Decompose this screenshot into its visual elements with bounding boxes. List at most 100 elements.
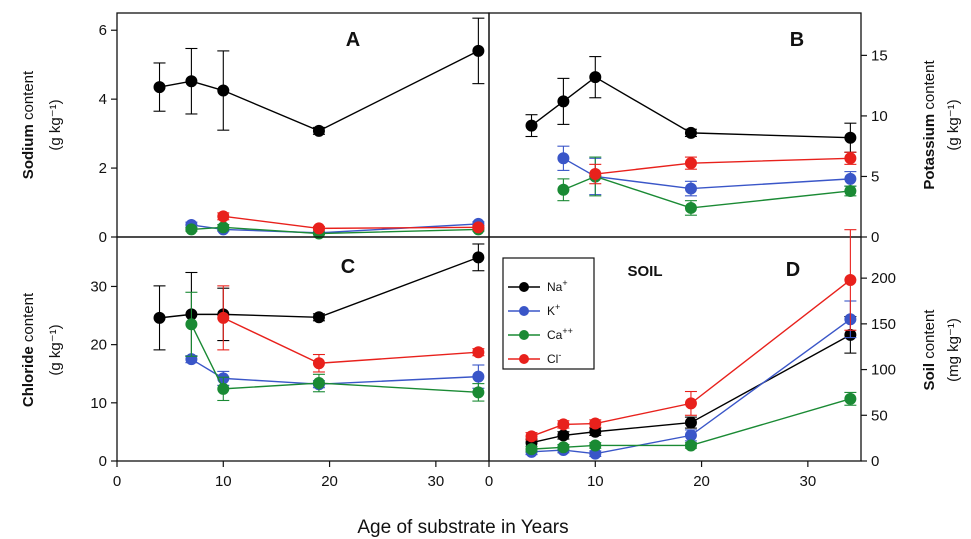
panel-c-point-ca-0 bbox=[185, 318, 198, 331]
xtick-label-right-1: 10 bbox=[587, 473, 604, 490]
panel-c-point-cl-1 bbox=[312, 357, 325, 370]
panel-d-ytick-label-0: 0 bbox=[871, 453, 879, 470]
panel-a-point-ca-0 bbox=[185, 223, 198, 236]
panel-b-yunit: (g kg⁻¹) bbox=[945, 99, 962, 150]
panel-d-ylabel: Soil content bbox=[921, 309, 938, 391]
xtick-label-left-3: 30 bbox=[428, 473, 445, 490]
panel-a-ytick-label-3: 6 bbox=[99, 22, 107, 39]
panel-b-ylabel: Potassium content bbox=[921, 60, 938, 190]
panel-d-ytick-label-1: 50 bbox=[871, 407, 888, 424]
panel-b: B Potassium content (g kg⁻¹) 0 5 10 15 bbox=[488, 12, 962, 246]
panel-b-point-ca-2 bbox=[684, 201, 697, 214]
panel-b-yticks: 0 5 10 15 bbox=[861, 47, 888, 246]
panel-b-line-k bbox=[563, 157, 851, 190]
panel-a-frame bbox=[116, 12, 490, 238]
panel-b-point-ca-3 bbox=[844, 184, 857, 197]
panel-a-ytick-label-0: 0 bbox=[99, 229, 107, 246]
panel-b-point-cl-2 bbox=[844, 152, 857, 165]
xtick-label-right-2: 20 bbox=[693, 473, 710, 490]
xtick-label-right-3: 30 bbox=[800, 473, 817, 490]
panel-b-ytick-label-2: 10 bbox=[871, 108, 888, 125]
panel-d-ytick-label-2: 100 bbox=[871, 362, 896, 379]
legend-marker-na bbox=[519, 282, 529, 292]
panel-a-ylabel: Sodium content bbox=[20, 70, 37, 179]
panel-c-ytick-label-2: 20 bbox=[90, 337, 107, 354]
panel-a-yticks: 0 2 4 6 bbox=[99, 22, 117, 246]
panel-c-yunit: (g kg⁻¹) bbox=[47, 324, 64, 375]
panel-b-label: B bbox=[790, 29, 804, 51]
panel-a-ytick-label-2: 4 bbox=[99, 91, 107, 108]
panel-b-point-k-3 bbox=[844, 172, 857, 185]
panel-d-label: D bbox=[786, 259, 800, 281]
panel-a-point-na-4 bbox=[472, 44, 485, 57]
panel-d-point-na-3 bbox=[684, 416, 697, 429]
panel-d-ytick-label-3: 150 bbox=[871, 316, 896, 333]
panel-c: C Chloride content (g kg⁻¹) 0 10 20 30 bbox=[20, 236, 490, 470]
panel-a-point-na-0 bbox=[153, 81, 166, 94]
xtick-label-left-0: 0 bbox=[113, 473, 121, 490]
panel-c-line-k bbox=[191, 358, 479, 385]
panel-b-point-k-0 bbox=[557, 152, 570, 165]
panel-c-point-k-3 bbox=[472, 370, 485, 383]
panel-b-ytick-label-1: 5 bbox=[871, 168, 879, 185]
panel-d-point-ca-0 bbox=[525, 443, 538, 456]
legend-marker-k bbox=[519, 306, 529, 316]
panel-d-plot bbox=[525, 229, 857, 460]
legend-box bbox=[502, 257, 595, 370]
panel-d-point-cl-2 bbox=[589, 417, 602, 430]
panel-a-point-na-3 bbox=[312, 124, 325, 137]
panel-b-point-k-2 bbox=[684, 182, 697, 195]
panel-c-ytick-label-0: 0 bbox=[99, 453, 107, 470]
panel-d-point-ca-3 bbox=[684, 439, 697, 452]
panel-d-yunit: (mg kg⁻¹) bbox=[945, 318, 962, 382]
panel-b-line-cl bbox=[595, 157, 851, 175]
panel-a-yunit: (g kg⁻¹) bbox=[47, 99, 64, 150]
panel-c-line-cl bbox=[222, 317, 479, 364]
panel-c-point-na-3 bbox=[312, 311, 325, 324]
panel-c-line-ca bbox=[190, 323, 479, 394]
panel-b-point-ca-0 bbox=[557, 183, 570, 196]
panel-c-ylabel: Chloride content bbox=[20, 292, 37, 407]
panel-b-ytick-label-0: 0 bbox=[871, 229, 879, 246]
legend-label-ca: Ca++ bbox=[547, 326, 573, 342]
panel-a: A Sodium content (g kg⁻¹) 0 2 4 6 bbox=[20, 12, 490, 246]
panel-b-point-cl-0 bbox=[589, 168, 602, 181]
legend-label-na: Na+ bbox=[547, 278, 568, 294]
panel-a-point-na-2 bbox=[217, 84, 230, 97]
panel-a-point-cl-2 bbox=[472, 221, 485, 234]
x-axis-ticks: 0 10 20 30 0 10 20 30 bbox=[113, 461, 816, 490]
panel-d-point-cl-1 bbox=[557, 418, 570, 431]
panel-b-point-na-3 bbox=[684, 126, 697, 139]
panel-b-point-cl-1 bbox=[684, 157, 697, 170]
panel-d-point-cl-3 bbox=[684, 397, 697, 410]
panel-a-plot bbox=[153, 17, 485, 240]
panel-c-plot bbox=[153, 243, 485, 402]
legend-marker-cl bbox=[519, 354, 529, 364]
legend-label-cl: Cl- bbox=[547, 350, 561, 366]
xtick-label-left-2: 20 bbox=[321, 473, 338, 490]
panel-c-point-cl-0 bbox=[217, 311, 230, 324]
panel-c-point-cl-2 bbox=[472, 346, 485, 359]
xtick-label-right-0: 0 bbox=[485, 473, 493, 490]
x-axis-label: Age of substrate in Years bbox=[357, 517, 568, 538]
panel-d-ytick-label-4: 200 bbox=[871, 270, 896, 287]
panel-c-ytick-label-3: 30 bbox=[90, 278, 107, 295]
panel-a-point-na-1 bbox=[185, 75, 198, 88]
panel-b-line-ca bbox=[563, 175, 851, 209]
panel-d-point-cl-4 bbox=[844, 273, 857, 286]
panel-a-line-ca bbox=[191, 226, 479, 235]
panel-d-point-na-1 bbox=[557, 429, 570, 442]
panel-d-point-ca-4 bbox=[844, 392, 857, 405]
panel-b-ytick-label-3: 15 bbox=[871, 47, 888, 64]
panel-c-point-ca-3 bbox=[472, 386, 485, 399]
panel-c-label: C bbox=[341, 256, 355, 278]
panel-d-title: SOIL bbox=[627, 263, 662, 280]
panel-a-line-na bbox=[159, 50, 479, 132]
panel-a-ytick-label-1: 2 bbox=[99, 160, 107, 177]
panel-a-label: A bbox=[346, 29, 360, 51]
panel-d-point-ca-1 bbox=[557, 441, 570, 454]
panel-b-point-na-4 bbox=[844, 131, 857, 144]
panel-d-yticks: 0 50 100 150 200 bbox=[861, 270, 896, 470]
panel-c-frame bbox=[116, 236, 490, 462]
